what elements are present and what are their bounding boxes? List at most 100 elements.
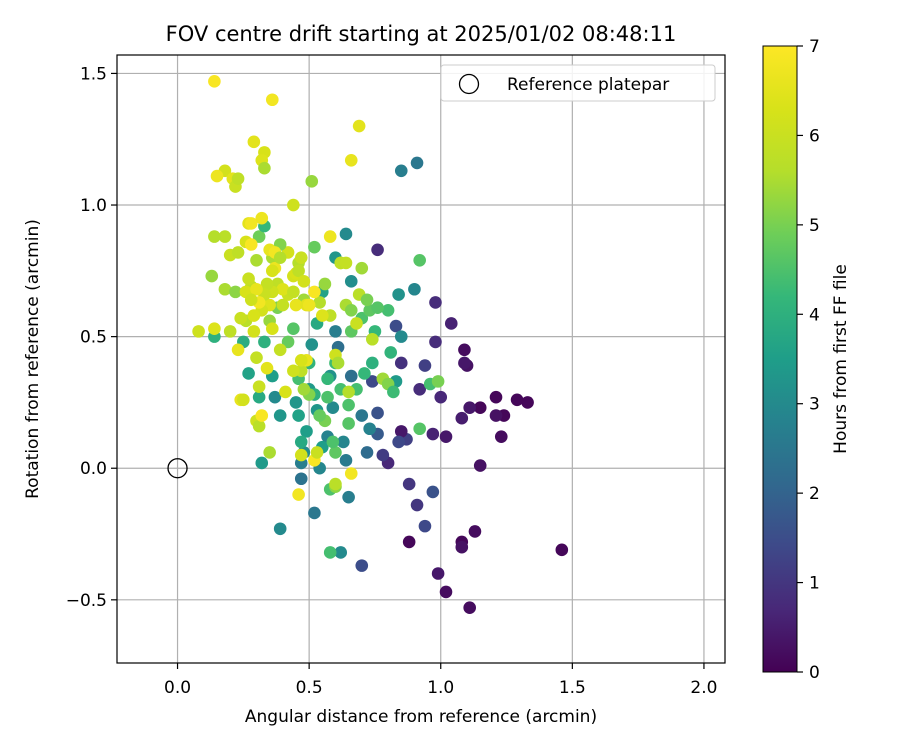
scatter-point bbox=[355, 409, 369, 422]
scatter-point bbox=[344, 275, 358, 288]
scatter-point bbox=[444, 317, 458, 330]
scatter-point bbox=[402, 535, 416, 549]
reference-platepar-marker bbox=[167, 458, 188, 479]
scatter-point bbox=[287, 322, 300, 336]
scatter-point bbox=[247, 135, 261, 149]
x-axis-label: Angular distance from reference (arcmin) bbox=[245, 707, 597, 727]
scatter-point bbox=[279, 385, 292, 399]
scatter-point bbox=[434, 390, 448, 404]
scatter-point bbox=[344, 467, 358, 480]
scatter-point bbox=[337, 435, 350, 449]
scatter-point bbox=[244, 217, 258, 230]
x-tick-label: 1.0 bbox=[427, 678, 454, 698]
scatter-point bbox=[323, 230, 337, 243]
y-tick-label: 0.0 bbox=[80, 459, 107, 479]
scatter-point bbox=[244, 293, 258, 307]
scatter-point bbox=[366, 375, 379, 388]
scatter-point bbox=[229, 285, 242, 299]
scatter-point bbox=[289, 396, 303, 409]
scatter-point bbox=[394, 425, 408, 438]
scatter-point bbox=[326, 435, 340, 449]
scatter-point bbox=[489, 409, 503, 422]
scatter-point bbox=[305, 338, 319, 351]
scatter-point bbox=[510, 393, 524, 407]
colorbar-tick-label: 1 bbox=[809, 574, 820, 594]
scatter-point bbox=[494, 430, 508, 443]
colorbar: 0 1 2 3 4 5 6 7 Hours from first FF file bbox=[762, 37, 851, 683]
colorbar-tick-label: 3 bbox=[809, 395, 820, 415]
scatter-point bbox=[366, 332, 379, 346]
scatter-point bbox=[363, 422, 376, 436]
scatter-point bbox=[521, 396, 534, 409]
scatter-point bbox=[329, 477, 342, 491]
scatter-point bbox=[339, 454, 353, 467]
legend: Reference platepar bbox=[440, 64, 716, 102]
scatter-point bbox=[366, 356, 379, 370]
scatter-point bbox=[258, 335, 271, 349]
scatter-point bbox=[308, 240, 321, 254]
scatter-point bbox=[252, 419, 266, 433]
scatter-point bbox=[339, 256, 353, 270]
scatter-point bbox=[360, 293, 374, 307]
scatter-point bbox=[292, 409, 305, 422]
scatter-point bbox=[344, 304, 358, 317]
scatter-point bbox=[387, 385, 400, 399]
scatter-point bbox=[210, 169, 224, 183]
scatter-point bbox=[455, 411, 469, 425]
scatter-point bbox=[292, 488, 305, 501]
scatter-point bbox=[231, 246, 245, 259]
scatter-point bbox=[408, 282, 421, 296]
scatter-point bbox=[418, 359, 432, 372]
scatter-point bbox=[268, 390, 282, 404]
scatter-point bbox=[463, 601, 476, 615]
legend-marker-reference bbox=[458, 73, 480, 95]
scatter-point bbox=[242, 272, 255, 286]
y-tick-label: 1.0 bbox=[80, 196, 107, 216]
scatter-point bbox=[294, 448, 308, 462]
colorbar-tick-label: 0 bbox=[809, 663, 820, 683]
scatter-point bbox=[234, 311, 248, 325]
y-tick-label: 0.5 bbox=[80, 328, 107, 348]
scatter-point bbox=[394, 164, 408, 178]
scatter-point bbox=[473, 459, 487, 472]
scatter-point bbox=[260, 277, 274, 291]
scatter-point bbox=[273, 522, 287, 536]
x-tick-label: 0.5 bbox=[296, 678, 323, 698]
scatter-point bbox=[252, 230, 266, 243]
legend-entry-reference: Reference platepar bbox=[507, 75, 669, 95]
scatter-point bbox=[439, 430, 453, 443]
scatter-point bbox=[223, 325, 237, 338]
scatter-point bbox=[321, 372, 334, 386]
scatter-point bbox=[247, 325, 261, 338]
scatter-point bbox=[394, 356, 408, 370]
scatter-point bbox=[250, 351, 263, 364]
scatter-point bbox=[326, 401, 340, 414]
scatter-point bbox=[426, 485, 440, 499]
scatter-point bbox=[252, 380, 266, 393]
scatter-point bbox=[250, 253, 263, 267]
scatter-point bbox=[473, 401, 487, 414]
scatter-point bbox=[339, 227, 353, 241]
scatter-point bbox=[218, 230, 232, 243]
scatter-point bbox=[334, 546, 348, 559]
scatter-point bbox=[413, 253, 426, 267]
scatter-point bbox=[315, 309, 329, 322]
colorbar-tick-label: 5 bbox=[809, 216, 820, 236]
scatter-point bbox=[429, 335, 442, 349]
scatter-point bbox=[308, 506, 321, 520]
scatter-point bbox=[294, 472, 308, 486]
scatter-point bbox=[355, 559, 369, 572]
scatter-point bbox=[255, 409, 269, 422]
scatter-point bbox=[318, 277, 332, 291]
scatter-point bbox=[305, 175, 319, 188]
x-tick-label: 1.5 bbox=[559, 678, 586, 698]
x-tick-label: 2.0 bbox=[690, 678, 717, 698]
chart-title: FOV centre drift starting at 2025/01/02 … bbox=[166, 22, 677, 46]
scatter-point bbox=[287, 198, 300, 212]
scatter-point bbox=[342, 398, 355, 412]
scatter-point bbox=[455, 540, 469, 554]
scatter-points bbox=[192, 75, 569, 615]
scatter-point bbox=[273, 251, 287, 264]
grid-lines bbox=[117, 55, 725, 663]
